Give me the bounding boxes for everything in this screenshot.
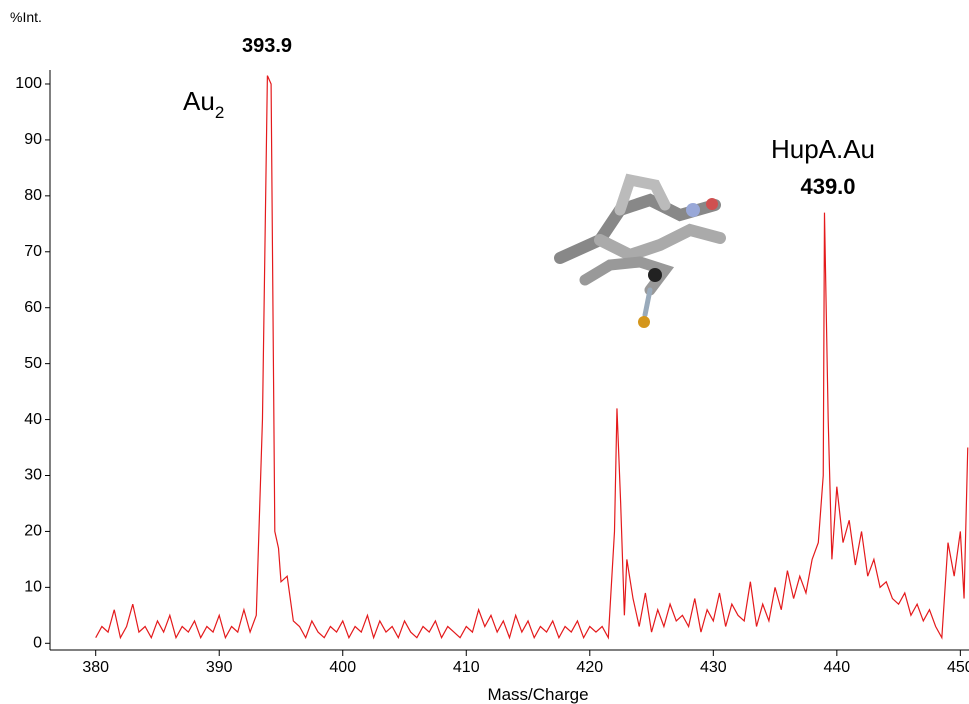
- x-tick-label: 420: [576, 659, 603, 676]
- y-tick-label: 40: [24, 411, 42, 428]
- y-tick-label: 70: [24, 243, 42, 260]
- annotation: Au2: [183, 86, 224, 122]
- y-tick-label: 60: [24, 299, 42, 316]
- x-axis-label: Mass/Charge: [487, 685, 588, 704]
- y-axis-label: %Int.: [10, 9, 42, 25]
- y-tick-label: 80: [24, 187, 42, 204]
- annotation-text: 393.9: [242, 35, 292, 57]
- x-tick-label: 400: [329, 659, 356, 676]
- annotation-text: Au: [183, 86, 215, 116]
- annotation: HupA.Au: [771, 134, 875, 164]
- y-tick-label: 10: [24, 579, 42, 596]
- x-tick-label: 440: [823, 659, 850, 676]
- chart: %Int. Mass/Charge 0 10 20 30 40 50 60 70 80 90 100…: [0, 0, 969, 704]
- annotation-text: 439.0: [800, 174, 855, 199]
- y-tick-label: 50: [24, 355, 42, 372]
- y-tick-label: 0: [33, 635, 42, 652]
- x-tick-label: 430: [700, 659, 727, 676]
- annotation: 439.0: [800, 174, 855, 199]
- y-tick-label: 30: [24, 467, 42, 484]
- y-tick-label: 90: [24, 131, 42, 148]
- y-tick-label: 100: [15, 75, 42, 92]
- x-tick-label: 380: [82, 659, 109, 676]
- y-tick-label: 20: [24, 523, 42, 540]
- annotation-text: HupA.Au: [771, 134, 875, 164]
- x-tick-label: 450: [947, 659, 969, 676]
- annotation: 393.9: [242, 35, 292, 57]
- x-tick-label: 410: [453, 659, 480, 676]
- molecule-image: [560, 180, 720, 328]
- x-tick-label: 390: [206, 659, 233, 676]
- annotation-subscript: 2: [215, 103, 224, 122]
